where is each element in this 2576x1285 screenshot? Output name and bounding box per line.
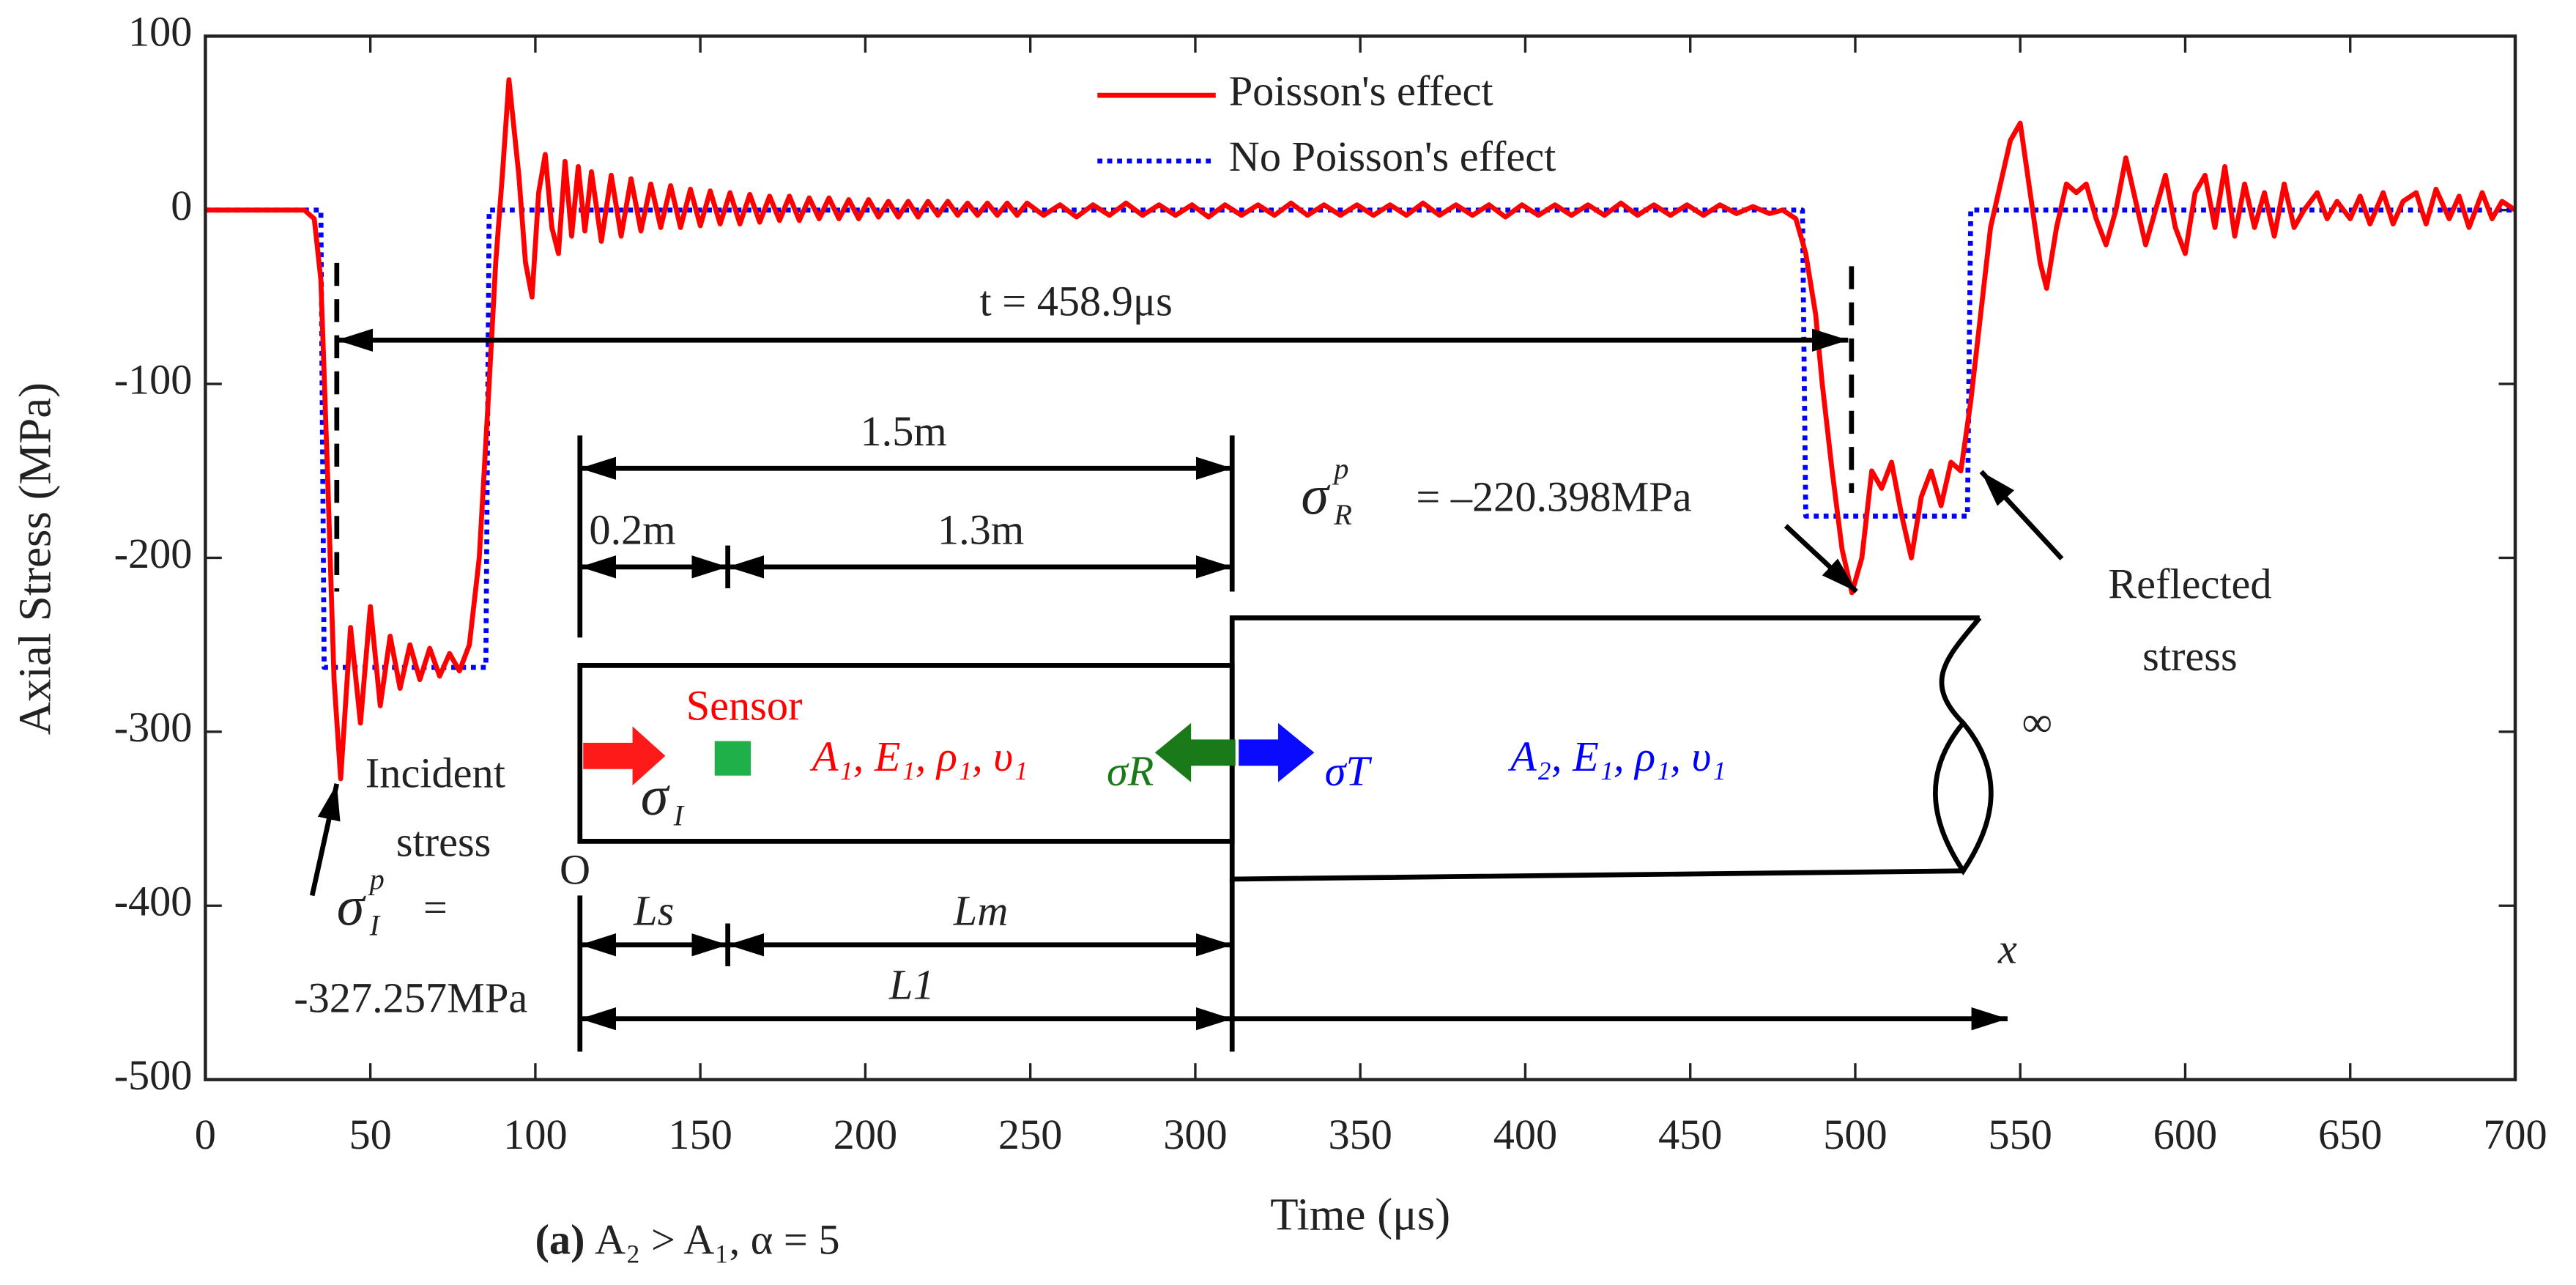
pointer-arrow (1783, 524, 1858, 593)
annotation: x (1997, 925, 2017, 972)
y-tick-label: 0 (171, 182, 192, 229)
incident-arrow (583, 726, 666, 786)
caption-label: (a) (535, 1215, 585, 1263)
annotation: stress (2142, 632, 2238, 680)
x-tick-label: 150 (668, 1111, 732, 1158)
annotation: σ (337, 875, 367, 937)
annotation: Ls (633, 887, 674, 935)
legend-label: Poisson's effect (1229, 67, 1493, 114)
x-tick-label: 600 (2153, 1111, 2217, 1158)
annotation: 1.5m (861, 407, 947, 455)
legend-label: No Poisson's effect (1229, 133, 1556, 180)
annotation: -327.257MPa (294, 974, 527, 1022)
annotation: 1.3m (938, 506, 1024, 553)
y-tick-label: -400 (114, 878, 193, 925)
x-tick-label: 350 (1328, 1111, 1392, 1158)
annotation: stress (396, 818, 491, 866)
annotation: σ (641, 766, 671, 827)
x-tick-label: 400 (1493, 1111, 1557, 1158)
annotation-sup: p (368, 863, 385, 896)
annotation: = –220.398MPa (1416, 473, 1691, 520)
x-tick-label: 450 (1658, 1111, 1722, 1158)
y-tick-label: -500 (114, 1051, 193, 1099)
annotation: A₁, E₁, ρ₁, υ₁ (809, 733, 1028, 780)
annotation: σT (1325, 747, 1373, 795)
plot-area: 0 50 100 150 200 250 300 350 400 450 500 550 600 650 7… (9, 8, 2547, 1264)
pointer-arrow (309, 783, 341, 897)
y-tick-label: 100 (128, 8, 192, 56)
annotation: Reflected (2108, 560, 2271, 607)
x-tick-label: 100 (503, 1111, 567, 1158)
annotation: A₂, E₁, ρ₁, υ₁ (1507, 733, 1726, 780)
annotation: ∞ (2022, 698, 2053, 746)
x-tick-label: 50 (349, 1111, 391, 1158)
caption: A₂ > A₁, α = 5 (595, 1215, 840, 1263)
annotation: Incident (365, 749, 505, 796)
x-tick-label: 500 (1823, 1111, 1887, 1158)
x-tick-label: 550 (1988, 1111, 2052, 1158)
annotation: = (423, 884, 448, 931)
annotation: Lm (953, 887, 1009, 935)
annotation-sup: p (1332, 452, 1348, 485)
annotation: Sensor (686, 681, 803, 729)
y-tick-label: -300 (114, 703, 193, 751)
rod-2-end (1933, 616, 1994, 875)
sensor (714, 741, 751, 776)
x-tick-label: 200 (834, 1111, 897, 1158)
annotation: L1 (888, 961, 935, 1009)
annotation: O (560, 846, 590, 894)
annotation: σ (1301, 465, 1331, 527)
annotation-sub: I (369, 909, 382, 942)
x-tick-label: 300 (1163, 1111, 1227, 1158)
plot-frame (204, 34, 2517, 1081)
y-tick-label: -100 (114, 355, 193, 403)
x-tick-label: 700 (2483, 1111, 2547, 1158)
reflected-arrow (1154, 722, 1236, 782)
y-tick-label: -200 (114, 530, 193, 577)
annotation-sub: I (673, 799, 686, 832)
annotation: 0.2m (589, 506, 675, 553)
annotation: σR (1107, 747, 1154, 795)
diagram (309, 262, 2064, 1052)
series-line (205, 77, 2517, 782)
annotation: t = 458.9μs (979, 278, 1172, 325)
series-line (205, 207, 2515, 670)
transmitted-arrow (1239, 722, 1315, 782)
x-tick-label: 650 (2318, 1111, 2382, 1158)
x-tick-label: 250 (998, 1111, 1062, 1158)
y-axis-label: Axial Stress (MPa) (9, 382, 60, 735)
annotation-sub: R (1333, 498, 1352, 531)
pointer-arrow (1979, 470, 2064, 560)
x-tick-label: 0 (195, 1111, 216, 1158)
x-axis-label: Time (μs) (1270, 1189, 1450, 1240)
